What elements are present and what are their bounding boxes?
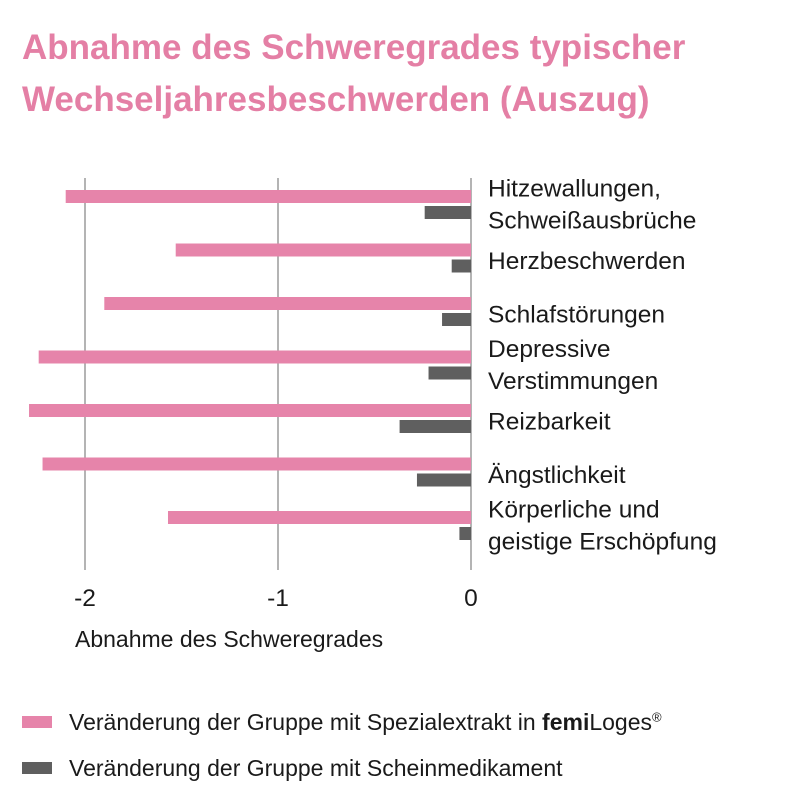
legend-brand-bold: femi: [542, 708, 590, 735]
bar-spezial-2: [104, 297, 472, 310]
bar-spezial-0: [65, 190, 471, 203]
bar-spezial-5: [42, 457, 471, 471]
category-label-1-0: Herzbeschwerden: [488, 248, 685, 275]
category-label-2-0: Schlafstörungen: [488, 302, 665, 329]
bar-spezial-6: [167, 511, 472, 524]
category-label-0-0: Hitzewallungen,: [488, 176, 661, 203]
legend-label-spezial: Veränderung der Gruppe mit Spezialextrak…: [69, 709, 662, 736]
category-label-0-1: Schweißausbrüche: [488, 208, 696, 235]
chart-title-line-1: Abnahme des Schweregrades typischer: [22, 28, 686, 67]
legend-item-spezial: Veränderung der Gruppe mit Spezialextrak…: [22, 707, 662, 737]
legend-label-schein: Veränderung der Gruppe mit Scheinmedikam…: [69, 754, 563, 781]
x-tick-label-1: -1: [267, 585, 289, 612]
category-label-4-0: Reizbarkeit: [488, 409, 611, 436]
x-axis-label: Abnahme des Schweregrades: [75, 626, 383, 652]
x-tick-label-2: 0: [464, 585, 478, 612]
category-label-6-1: geistige Erschöpfung: [488, 529, 717, 556]
bar-schein-3: [428, 366, 471, 380]
bar-schein-4: [399, 420, 471, 433]
legend-registered-mark: ®: [652, 708, 662, 724]
category-label-6-0: Körperliche und: [488, 497, 660, 524]
bar-spezial-4: [29, 404, 472, 417]
bar-chart: Hitzewallungen, Schweißausbrüche Herzbesch…: [29, 176, 717, 652]
bar-spezial-3: [38, 350, 472, 364]
category-label-5-0: Ängstlichkeit: [488, 462, 626, 489]
legend-brand-regular: Loges: [589, 708, 653, 735]
bar-schein-2: [442, 313, 471, 326]
category-label-3-0: Depressive: [488, 336, 611, 363]
category-label-3-1: Verstimmungen: [488, 368, 658, 395]
bar-spezial-1: [175, 243, 471, 257]
legend-swatch-schein: [22, 762, 52, 774]
bar-schein-5: [416, 473, 471, 487]
x-tick-label-0: -2: [74, 585, 96, 612]
bar-schein-0: [424, 206, 471, 219]
legend-swatch-spezial: [22, 716, 52, 728]
bar-schein-1: [451, 259, 471, 273]
legend-item-schein: Veränderung der Gruppe mit Scheinmedikam…: [22, 753, 563, 783]
bar-schein-6: [459, 527, 471, 540]
chart-title: Abnahme des Schweregrades typischer Wech…: [22, 22, 792, 126]
legend-label-spezial-text: Veränderung der Gruppe mit Spezialextrak…: [69, 708, 543, 735]
chart-title-line-2: Wechseljahresbeschwerden (Auszug): [22, 80, 650, 119]
